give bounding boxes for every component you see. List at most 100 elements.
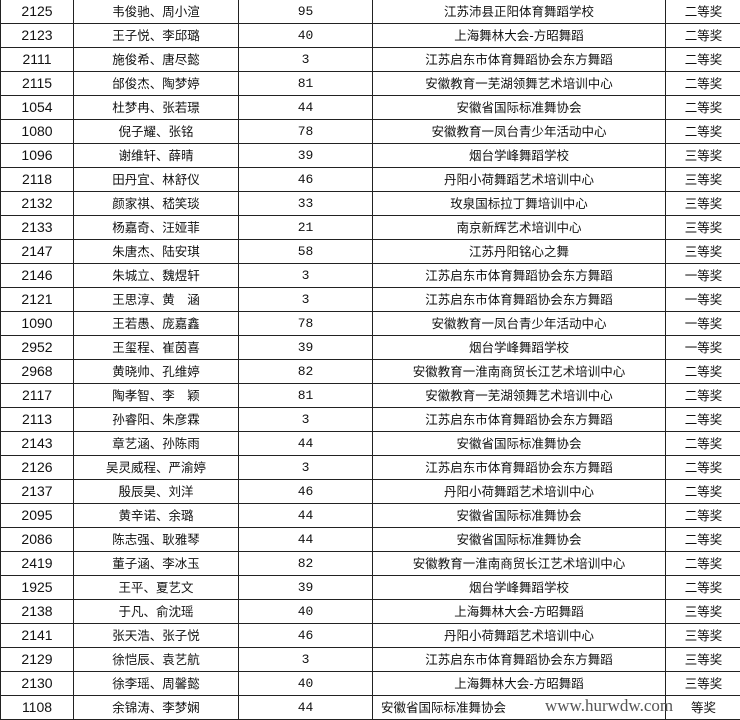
count-cell: 21	[239, 216, 373, 240]
count-cell: 39	[239, 576, 373, 600]
award-cell: 三等奖	[666, 648, 740, 672]
organization-cell: 烟台学峰舞蹈学校	[373, 144, 666, 168]
count-cell: 44	[239, 696, 373, 720]
count-cell: 3	[239, 264, 373, 288]
award-cell: 二等奖	[666, 432, 740, 456]
entry-id-cell: 2132	[1, 192, 74, 216]
entry-id-cell: 2143	[1, 432, 74, 456]
entry-id-cell: 2118	[1, 168, 74, 192]
pair-names-cell: 张天浩、张子悦	[74, 624, 239, 648]
count-cell: 46	[239, 624, 373, 648]
pair-names-cell: 陈志强、耿雅琴	[74, 528, 239, 552]
award-cell: 二等奖	[666, 120, 740, 144]
award-cell: 二等奖	[666, 24, 740, 48]
award-cell: 一等奖	[666, 264, 740, 288]
organization-cell: 江苏启东市体育舞蹈协会东方舞蹈	[373, 408, 666, 432]
pair-names-cell: 杜梦冉、张若璟	[74, 96, 239, 120]
entry-id-cell: 2095	[1, 504, 74, 528]
entry-id-cell: 1096	[1, 144, 74, 168]
count-cell: 3	[239, 456, 373, 480]
award-cell: 二等奖	[666, 360, 740, 384]
award-cell: 二等奖	[666, 504, 740, 528]
award-cell: 二等奖	[666, 384, 740, 408]
award-cell: 二等奖	[666, 456, 740, 480]
organization-cell: 江苏启东市体育舞蹈协会东方舞蹈	[373, 264, 666, 288]
watermark: www.hurwdw.com	[545, 695, 673, 717]
pair-names-cell: 施俊希、唐尽懿	[74, 48, 239, 72]
award-cell: 三等奖	[666, 216, 740, 240]
entry-id-cell: 1080	[1, 120, 74, 144]
award-cell: 一等奖	[666, 288, 740, 312]
pair-names-cell: 章艺涵、孙陈雨	[74, 432, 239, 456]
organization-cell: 丹阳小荷舞蹈艺术培训中心	[373, 480, 666, 504]
organization-cell: 江苏启东市体育舞蹈协会东方舞蹈	[373, 456, 666, 480]
organization-cell: 上海舞林大会-方昭舞蹈	[373, 600, 666, 624]
entry-id-cell: 2419	[1, 552, 74, 576]
organization-cell: 安徽教育一芜湖领舞艺术培训中心	[373, 384, 666, 408]
pair-names-cell: 董子涵、李冰玉	[74, 552, 239, 576]
pair-names-cell: 陶孝智、李 颖	[74, 384, 239, 408]
award-cell: 三等奖	[666, 600, 740, 624]
organization-cell: 安徽省国际标准舞协会	[373, 432, 666, 456]
organization-cell: 安徽省国际标准舞协会	[373, 96, 666, 120]
award-cell: 二等奖	[666, 480, 740, 504]
pair-names-cell: 朱城立、魏煜轩	[74, 264, 239, 288]
count-cell: 58	[239, 240, 373, 264]
entry-id-cell: 2138	[1, 600, 74, 624]
count-cell: 39	[239, 336, 373, 360]
award-cell: 等奖	[666, 696, 740, 720]
pair-names-cell: 杨嘉奇、汪娅菲	[74, 216, 239, 240]
organization-cell: 江苏启东市体育舞蹈协会东方舞蹈	[373, 648, 666, 672]
award-cell: 三等奖	[666, 672, 740, 696]
organization-cell: 烟台学峰舞蹈学校	[373, 576, 666, 600]
award-cell: 三等奖	[666, 168, 740, 192]
organization-cell: 江苏启东市体育舞蹈协会东方舞蹈	[373, 48, 666, 72]
entry-id-cell: 1108	[1, 696, 74, 720]
award-cell: 三等奖	[666, 240, 740, 264]
entry-id-cell: 2111	[1, 48, 74, 72]
award-cell: 三等奖	[666, 192, 740, 216]
pair-names-cell: 徐恺辰、袁艺航	[74, 648, 239, 672]
entry-id-cell: 2113	[1, 408, 74, 432]
organization-cell: 安徽省国际标准舞协会	[373, 528, 666, 552]
entry-id-cell: 2137	[1, 480, 74, 504]
award-cell: 三等奖	[666, 624, 740, 648]
award-cell: 二等奖	[666, 0, 740, 24]
organization-cell: 安徽教育一芜湖领舞艺术培训中心	[373, 72, 666, 96]
count-cell: 82	[239, 552, 373, 576]
entry-id-cell: 2123	[1, 24, 74, 48]
count-cell: 3	[239, 48, 373, 72]
pair-names-cell: 王若愚、庞嘉鑫	[74, 312, 239, 336]
organization-cell: 江苏启东市体育舞蹈协会东方舞蹈	[373, 288, 666, 312]
award-cell: 二等奖	[666, 72, 740, 96]
entry-id-cell: 2129	[1, 648, 74, 672]
count-cell: 40	[239, 24, 373, 48]
entry-id-cell: 2133	[1, 216, 74, 240]
pair-names-cell: 颜家祺、嵇笑琰	[74, 192, 239, 216]
entry-id-cell: 2141	[1, 624, 74, 648]
pair-names-cell: 黄晓帅、孔维婷	[74, 360, 239, 384]
entry-id-cell: 2115	[1, 72, 74, 96]
pair-names-cell: 殷辰昊、刘洋	[74, 480, 239, 504]
organization-cell: 安徽教育一凤台青少年活动中心	[373, 312, 666, 336]
entry-id-cell: 2125	[1, 0, 74, 24]
count-cell: 95	[239, 0, 373, 24]
count-cell: 44	[239, 504, 373, 528]
award-cell: 二等奖	[666, 48, 740, 72]
